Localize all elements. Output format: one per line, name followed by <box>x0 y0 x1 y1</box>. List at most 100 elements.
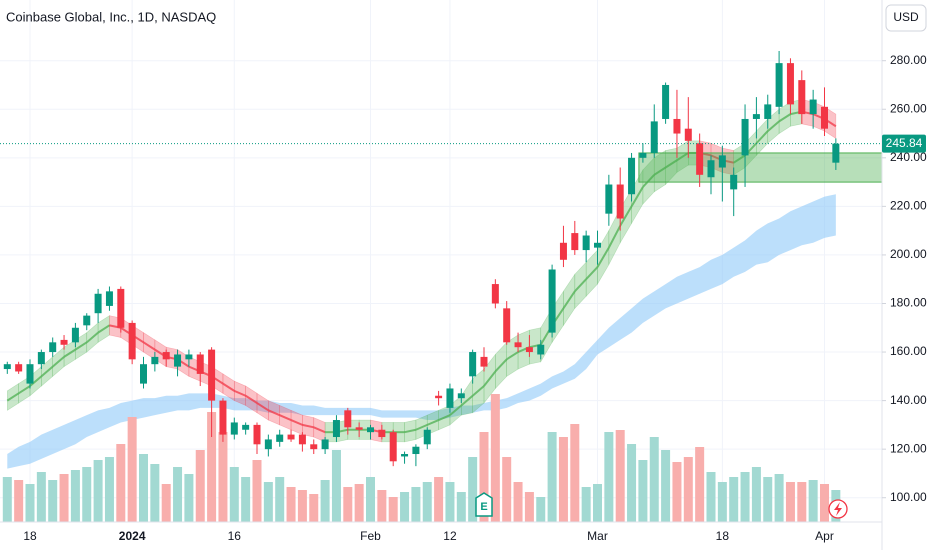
candle-layer <box>3 50 840 467</box>
earnings-icon[interactable]: E <box>475 492 493 517</box>
ema-band <box>460 377 473 416</box>
volume-bar <box>672 462 682 522</box>
ema-line <box>415 423 428 431</box>
volume-bar <box>207 412 217 522</box>
ema-line <box>302 423 314 429</box>
candle-body <box>230 422 238 435</box>
candle-body <box>151 356 159 365</box>
candle-body <box>367 427 374 433</box>
volume-bar <box>490 394 500 522</box>
candle-body <box>162 352 170 360</box>
candle-body <box>3 364 11 370</box>
x-tick-label: 18 <box>716 529 730 543</box>
candle-body <box>684 128 692 141</box>
volume-bar <box>717 482 727 522</box>
volume-bar <box>388 497 398 522</box>
dividend-icon[interactable] <box>828 499 848 519</box>
candle-body <box>798 80 806 115</box>
volume-bar <box>309 494 319 522</box>
volume-bar <box>59 474 69 522</box>
volume-bar <box>241 477 251 522</box>
candle-body <box>412 446 420 455</box>
currency-button[interactable]: USD <box>885 4 927 32</box>
volume-bar <box>434 477 444 522</box>
candle-body <box>741 118 749 156</box>
ema-line <box>426 419 439 426</box>
ema-line <box>222 382 235 392</box>
earnings-shape[interactable] <box>475 492 493 517</box>
candle-body <box>514 342 522 348</box>
volume-bar <box>36 472 46 522</box>
y-tick-label: 280.00 <box>890 53 927 67</box>
ema-band <box>665 147 678 186</box>
volume-bar <box>252 460 262 522</box>
candle-body <box>650 121 658 153</box>
volume-bar <box>139 454 148 522</box>
volume-bar <box>593 484 602 522</box>
x-tick-label: 16 <box>228 529 242 543</box>
candle-body <box>219 400 227 435</box>
x-tick-label: 12 <box>443 529 457 543</box>
ema-line <box>245 394 258 404</box>
y-tick-label: 120.00 <box>890 441 927 455</box>
volume-bar <box>275 477 285 522</box>
candle-body <box>140 364 147 384</box>
candle-body <box>764 104 772 119</box>
currency-button-box[interactable] <box>885 4 927 32</box>
candle-body <box>696 143 704 175</box>
volume-bar <box>445 482 455 522</box>
ema-line <box>607 225 622 249</box>
ema-line <box>767 120 780 132</box>
x-tick-label: Feb <box>360 529 381 543</box>
volume-bar <box>263 482 273 522</box>
ema-line <box>506 351 519 361</box>
ema-line <box>471 385 485 397</box>
ema-line <box>619 205 633 227</box>
candle-body <box>332 420 340 438</box>
ema-line <box>256 402 269 412</box>
volume-bar <box>229 467 239 522</box>
volume-bar <box>14 480 24 522</box>
candle-body <box>718 155 726 168</box>
volume-bar <box>400 492 410 522</box>
volume-bar <box>116 444 126 522</box>
ema-line <box>267 409 281 417</box>
volume-bar <box>524 492 534 522</box>
ema-line <box>596 247 610 268</box>
ema-line <box>63 348 76 358</box>
volume-bar <box>740 472 750 522</box>
candle-body <box>491 284 499 304</box>
volume-bar <box>218 432 228 522</box>
ema-line <box>585 266 599 280</box>
volume-bar <box>104 457 114 522</box>
candle-body <box>310 444 318 450</box>
candle-body <box>94 293 102 314</box>
volume-bar <box>627 444 637 522</box>
candle-body <box>775 63 783 107</box>
ema-line <box>574 278 587 293</box>
volume-bar <box>808 480 818 522</box>
event-bolt[interactable] <box>834 502 842 516</box>
ema-line <box>642 174 655 188</box>
volume-bar <box>82 467 92 522</box>
volume-bar <box>184 474 194 522</box>
candle-body <box>605 184 613 214</box>
candle-body <box>287 434 295 440</box>
candle-body <box>71 327 79 343</box>
candle-body <box>60 339 68 345</box>
volume-bar <box>93 460 103 522</box>
volume-bar <box>729 477 739 522</box>
volume-bar <box>354 484 364 522</box>
ema-line <box>29 375 43 387</box>
ema-line <box>755 130 769 144</box>
ema-line <box>778 113 791 123</box>
candle-body <box>809 99 817 115</box>
candle-body <box>276 434 284 442</box>
currency-label[interactable]: USD <box>893 10 919 24</box>
volume-bar <box>615 430 625 522</box>
volume-bar <box>479 432 489 522</box>
ema-line <box>313 426 326 434</box>
earnings-label[interactable]: E <box>480 501 487 513</box>
candle-body <box>355 427 363 430</box>
volume-bar <box>173 467 183 522</box>
